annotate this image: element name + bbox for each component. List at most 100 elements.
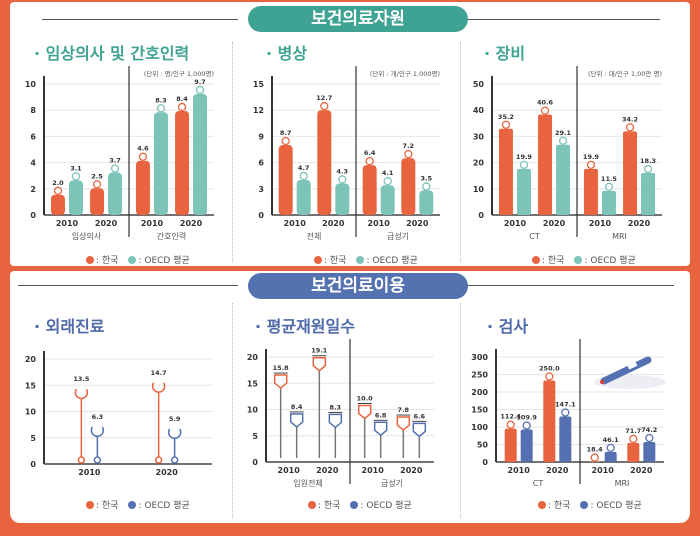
section-banner-resources: 보건의료자원 [248,6,468,32]
bar-korea [543,380,556,462]
syringe-oecd [328,413,343,429]
value-label-korea: 71.7 [625,427,641,435]
y-tick-label: 0 [478,211,484,220]
year-label: 2020 [400,466,423,475]
value-label-oecd: 74.2 [641,426,657,434]
y-tick-label: 200 [471,388,488,397]
legend-korea-swatch [314,256,322,264]
bar-oecd [335,183,350,215]
legend-korea: : 한국 [96,501,119,511]
divider [18,285,238,286]
value-label-korea: 2.5 [91,172,103,180]
bar-icon-oecd [71,172,81,181]
value-label-korea: 19.1 [311,347,328,355]
value-label-korea: 2.0 [52,179,64,187]
syringe-korea [273,374,288,390]
year-label: 2020 [628,219,651,228]
panel-separator [232,303,233,518]
y-tick-label: 12 [253,106,264,115]
y-tick-label: 0 [258,211,264,220]
value-label-oecd: 3.1 [70,164,82,172]
y-tick-label: 30 [473,132,485,141]
value-label-korea: 40.6 [537,99,554,107]
group-label: MRI [612,232,627,241]
year-label: 2020 [156,468,179,477]
bar-oecd [556,144,571,215]
section-banner-utilization: 보건의료이용 [248,273,468,299]
bar-icon-korea [92,180,102,189]
y-tick-label: 2 [30,185,36,194]
year-label: 2020 [546,466,569,475]
year-label: 2010 [278,466,301,475]
legend-korea-swatch [86,256,94,264]
y-tick-label: 40 [473,106,485,115]
year-label: 2010 [78,468,101,477]
value-label-oecd: 46.1 [603,436,620,444]
bar-icon-korea [586,160,596,170]
value-label-korea: 35.2 [498,113,514,121]
divider [464,285,674,286]
y-tick-label: 250 [471,371,488,380]
value-label-korea: 4.6 [137,145,149,153]
legend: : 한국: OECD 평균 [538,498,652,511]
syringe-korea [396,416,411,432]
bar-icon-korea [501,120,511,129]
year-label: 2010 [141,219,164,228]
bar-korea [90,188,105,215]
value-label-korea: 6.4 [364,149,376,157]
year-label: 2020 [322,219,345,228]
bar-korea [627,442,640,462]
legend: : 한국 : OECD 평균 [86,498,200,511]
value-label-oecd: 8.4 [291,403,303,411]
bar-oecd [559,416,572,462]
group-label: 임상의사 [72,231,102,241]
stethoscope-chestpiece-oecd [93,456,102,464]
value-label-oecd: 5.9 [169,415,181,423]
syringe-korea [312,356,327,372]
panel-separator [232,42,233,262]
syringe-oecd [373,421,388,437]
value-label-korea: 112.4 [500,413,521,421]
divider [42,19,238,20]
bar-oecd [419,190,434,215]
bar-icon-oecd [338,175,347,184]
y-tick-label: 50 [477,441,489,450]
legend-oecd-swatch [350,501,359,509]
year-label: 2020 [630,466,653,475]
value-label-oecd: 4.1 [382,169,394,177]
bar-korea [538,114,553,215]
group-label: CT [533,479,544,488]
legend-oecd: : OECD 평균 [138,501,190,511]
panel-title-exams: · 검사 [487,317,529,336]
bar-icon-korea [545,372,554,381]
legend-korea: : 한국 [542,256,565,266]
bar-icon-oecd [422,182,431,191]
legend-oecd-swatch [580,501,589,509]
y-tick-label: 10 [25,408,37,417]
value-label-oecd: 6.6 [414,412,426,420]
year-label: 2010 [508,466,531,475]
stethoscope-chestpiece-oecd [170,456,179,464]
value-label-oecd: 147.1 [555,401,576,409]
value-label-oecd: 29.1 [555,129,572,137]
stethoscope-oecd [167,428,182,440]
group-label: 간호인력 [157,231,186,241]
y-tick-label: 9 [258,132,264,141]
bar-oecd [153,112,168,215]
value-label-korea: 15.8 [273,364,290,372]
y-tick-label: 5 [252,432,258,441]
bar-korea [317,110,332,215]
year-label: 2020 [316,466,339,475]
unit-label: (단위 : 대/인구 1,00만 명) [588,69,662,78]
bar-icon-korea [506,420,515,429]
y-tick-label: 10 [473,185,485,194]
y-tick-label: 6 [30,132,36,141]
year-label: 2020 [95,219,118,228]
bar-korea [498,128,513,215]
y-tick-label: 20 [247,353,259,362]
bar-icon-korea [177,102,187,112]
bar-icon-korea [625,123,635,132]
bar-icon-korea [629,434,638,444]
bar-oecd [643,442,656,462]
